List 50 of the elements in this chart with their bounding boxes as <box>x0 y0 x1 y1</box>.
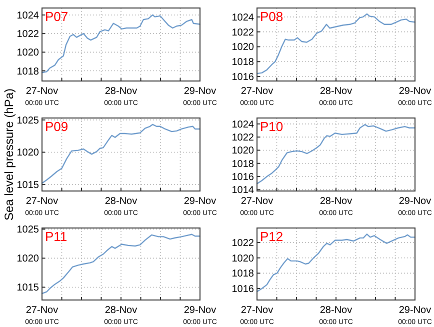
x-tick-label: 29-Nov 00:00 UTC <box>398 196 432 217</box>
y-tick-label: 1018 <box>16 66 40 78</box>
x-tick-label: 28-Nov 00:00 UTC <box>319 305 353 326</box>
x-tick-label: 29-Nov 00:00 UTC <box>398 305 432 326</box>
y-tick-label: 1018 <box>232 57 254 68</box>
x-tick-label: 27-Nov 00:00 UTC <box>25 86 59 107</box>
y-tick-label: 1020 <box>16 148 40 159</box>
y-tick-label: 1024 <box>232 12 254 24</box>
y-tick-label: 1015 <box>16 282 40 294</box>
y-tick-label: 1014 <box>232 185 254 196</box>
y-tick-label: 1018 <box>232 268 254 280</box>
chart-title: P11 <box>45 229 68 244</box>
y-tick-label: 1025 <box>16 224 40 236</box>
x-tick-label: 27-Nov 00:00 UTC <box>240 196 274 217</box>
y-tick-label: 1016 <box>232 284 254 296</box>
y-tick-label: 1022 <box>232 132 254 144</box>
chart-title: P09 <box>45 119 68 134</box>
y-tick-label: 1016 <box>232 72 254 84</box>
x-tick-label: 28-Nov 00:00 UTC <box>104 86 138 107</box>
chart-title: P07 <box>45 9 68 24</box>
y-tick-label: 1018 <box>232 158 254 170</box>
x-tick-label: 28-Nov 00:00 UTC <box>104 305 138 326</box>
x-tick-label: 29-Nov 00:00 UTC <box>183 305 217 326</box>
x-tick-label: 29-Nov 00:00 UTC <box>398 86 432 107</box>
x-tick-label: 29-Nov 00:00 UTC <box>183 86 217 107</box>
y-tick-label: 1022 <box>16 29 40 40</box>
x-tick-label: 29-Nov 00:00 UTC <box>183 196 217 217</box>
x-tick-label: 27-Nov 00:00 UTC <box>240 305 274 326</box>
chart-title: P12 <box>260 229 284 244</box>
chart-title: P08 <box>260 9 284 24</box>
x-tick-label: 28-Nov 00:00 UTC <box>319 86 353 107</box>
x-tick-label: 27-Nov 00:00 UTC <box>240 86 274 107</box>
y-tick-label: 1022 <box>232 238 254 250</box>
y-tick-label: 1015 <box>16 180 40 192</box>
y-tick-label: 1020 <box>232 146 254 157</box>
y-tick-label: 1020 <box>232 42 254 54</box>
x-tick-label: 28-Nov 00:00 UTC <box>319 196 353 217</box>
y-tick-label: 1024 <box>232 119 254 130</box>
y-tick-label: 1016 <box>232 172 254 184</box>
y-tick-label: 1020 <box>16 48 40 59</box>
y-tick-label: 1020 <box>16 254 40 265</box>
y-tick-label: 1022 <box>232 27 254 38</box>
x-tick-label: 27-Nov 00:00 UTC <box>25 196 59 217</box>
y-tick-label: 1024 <box>16 10 40 22</box>
x-tick-label: 27-Nov 00:00 UTC <box>25 305 59 326</box>
chart-title: P10 <box>260 119 284 134</box>
y-axis-title: Sea level pressure (hPa) <box>2 88 16 221</box>
x-tick-label: 28-Nov 00:00 UTC <box>104 196 138 217</box>
y-tick-label: 1020 <box>232 253 254 264</box>
y-tick-label: 1025 <box>16 115 40 126</box>
